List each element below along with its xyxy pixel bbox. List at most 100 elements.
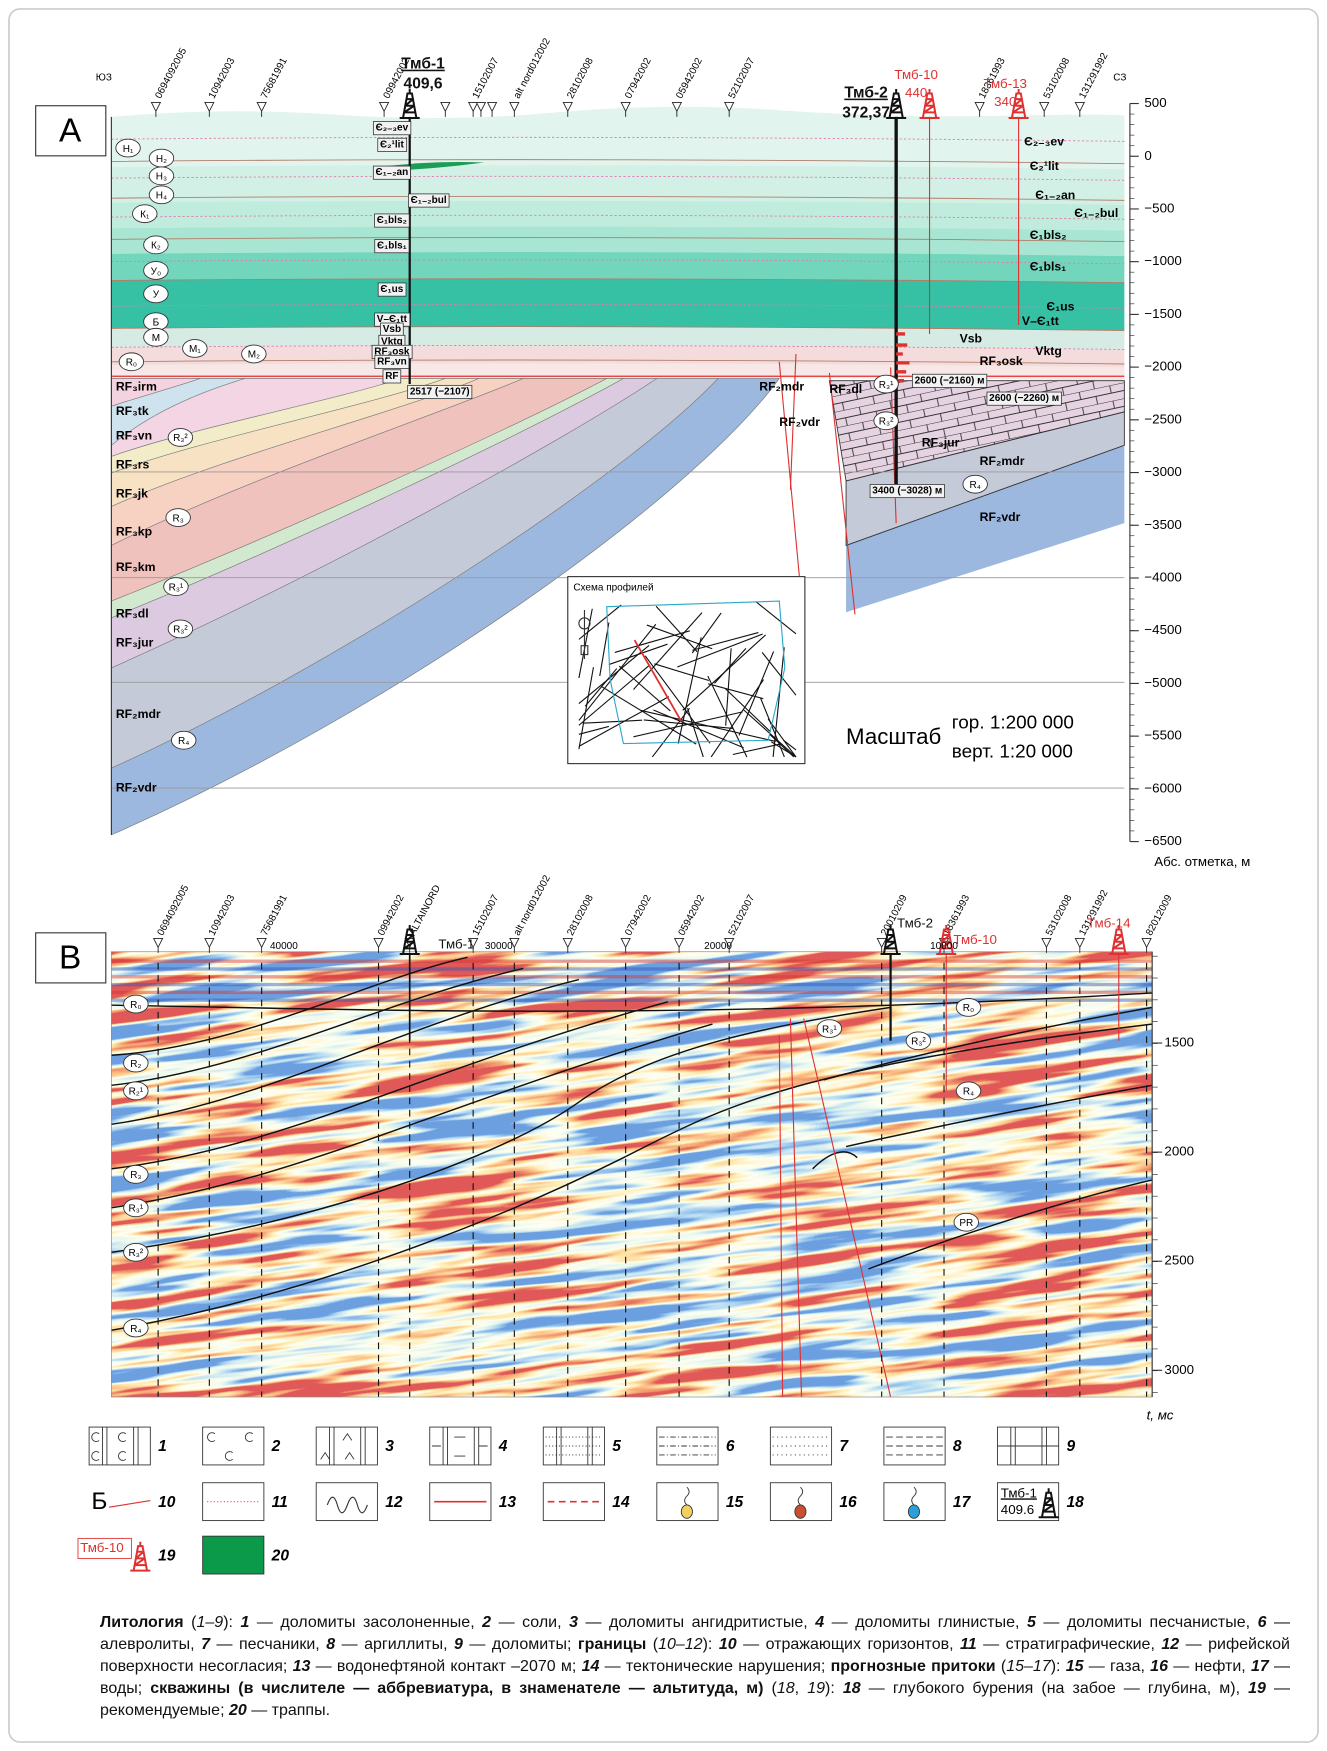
horizon-label: R₃¹ — [129, 1204, 144, 1215]
legend-number: 12 — [385, 1494, 403, 1511]
legend-number: 8 — [953, 1438, 962, 1455]
caption-run: 9 — [454, 1636, 463, 1653]
legend-box — [884, 1427, 945, 1465]
formation-label: RF₂mdr — [759, 380, 804, 394]
panel-label: B — [59, 939, 81, 976]
horizon-label: Н₄ — [156, 191, 167, 202]
seismic-band — [111, 991, 1152, 994]
caption-run: 18 — [843, 1680, 861, 1697]
formation-label: RF₃jur — [922, 435, 960, 449]
formation-label: RF₃jur — [116, 636, 154, 650]
caption-run: Литология — [100, 1614, 184, 1631]
caption-run: 10 — [719, 1636, 737, 1653]
caption-run: 18 — [777, 1680, 795, 1697]
formation-label: RF₂mdr — [116, 707, 161, 721]
legend-number: 11 — [272, 1494, 288, 1511]
well-altitude: 409,6 — [404, 76, 443, 93]
tick-label: 2000 — [1164, 1144, 1194, 1159]
depth-note: 3400 (−3028) м — [872, 486, 942, 497]
legend-number: 9 — [1066, 1438, 1075, 1455]
column-label: Є₂₋₃ev — [376, 123, 409, 134]
horizon-label: R₂¹ — [129, 1087, 144, 1098]
well-name: Тмб-2 — [844, 85, 888, 102]
well-name: Тмб-2 — [897, 915, 933, 930]
formation-label: Є₁₋₂an — [1035, 188, 1075, 202]
legend-box — [316, 1427, 377, 1465]
formation-label: RF₃vn — [116, 429, 152, 443]
column-label: RF — [385, 371, 398, 382]
legend-number: 1 — [158, 1438, 167, 1455]
column-label: Є₁₋₂bul — [411, 195, 447, 206]
tick-label: −6500 — [1144, 833, 1181, 848]
formation-label: Vsb — [960, 332, 982, 346]
tick-label: 0 — [1144, 148, 1151, 163]
caption-run: — доломиты песчанистые, — [1036, 1614, 1258, 1631]
horizon-label: К₂ — [151, 241, 161, 252]
formation-label: RF₂vdr — [779, 415, 820, 429]
caption-run: скважины (в числителе — аббревиатура, в … — [150, 1680, 763, 1697]
formation-label: RF₃dl — [829, 382, 862, 396]
caption-run: 12 — [1161, 1636, 1179, 1653]
horizon-label: У — [153, 290, 160, 301]
horizon-label: М₁ — [189, 344, 201, 355]
well-name: Тмб-13 — [983, 76, 1027, 91]
horizon-label: Н₃ — [156, 172, 167, 183]
horizon-label: R₀ — [130, 1000, 141, 1011]
scale-label: Масштаб — [846, 724, 941, 749]
caption-run: 19 — [1248, 1680, 1266, 1697]
page: 0694092005109420037568199109942002151020… — [0, 0, 1327, 1751]
horizon-label: Н₁ — [123, 144, 134, 155]
tick-label: −3000 — [1144, 464, 1181, 479]
caption-run: 20 — [229, 1702, 247, 1719]
tick-label: −4000 — [1144, 570, 1181, 585]
legend-pattern — [795, 1505, 806, 1518]
caption-run: 10–12 — [658, 1636, 703, 1653]
figure: 0694092005109420037568199109942002151020… — [0, 0, 1327, 1751]
formation-label: RF₃rs — [116, 458, 150, 472]
horizon-label: R₃¹ — [822, 1024, 837, 1035]
legend-number: 13 — [499, 1494, 517, 1511]
tick-label: −500 — [1144, 200, 1174, 215]
horizon-label: Н₂ — [156, 154, 167, 165]
legend-number: 3 — [385, 1438, 394, 1455]
formation-label: RF₃jk — [116, 486, 148, 500]
formation-label: RF₃osk — [980, 354, 1023, 368]
well-name: Тмб-10 — [953, 932, 997, 947]
column-label: Vsb — [383, 324, 401, 335]
horizon-label: R₃¹ — [879, 380, 894, 391]
legend-number: 10 — [158, 1494, 176, 1511]
caption-run: ( — [996, 1658, 1007, 1675]
formation-label: Є₁bls₂ — [1030, 228, 1067, 242]
formation-label: Є₂₋₃ev — [1024, 135, 1064, 149]
horizon-label: R₃² — [129, 1248, 144, 1259]
formation-label: RF₃irm — [116, 380, 157, 394]
caption-run: — газа, — [1084, 1658, 1151, 1675]
direction: ЮЗ — [96, 73, 112, 84]
horizon-label: R₃¹ — [169, 582, 184, 593]
legend-number: 20 — [271, 1547, 290, 1564]
caption-run: 11 — [960, 1636, 977, 1653]
horizon-label: R₃² — [879, 417, 894, 428]
panel-label: A — [59, 112, 82, 149]
horizon-label: R₂ — [130, 1059, 141, 1070]
formation-label: Є₁bls₁ — [1030, 259, 1067, 273]
caption-run: — песчаники, — [210, 1636, 326, 1653]
caption-run: 8 — [326, 1636, 335, 1653]
horizon-label: R₃² — [911, 1037, 926, 1048]
caption-run: — аргиллиты, — [335, 1636, 454, 1653]
horizon-label: R₄ — [130, 1324, 141, 1335]
legend-pattern — [681, 1505, 692, 1518]
caption-run: — нефти, — [1168, 1658, 1251, 1675]
horizon-label: R₄ — [963, 1087, 974, 1098]
formation-label: RF₃dl — [116, 607, 149, 621]
well-name: Тмб-14 — [1087, 915, 1131, 930]
caption-run: ( — [763, 1680, 776, 1697]
distance-label: 30000 — [485, 941, 513, 952]
caption-run: — отражающих горизонтов, — [737, 1636, 960, 1653]
seismic-band — [111, 983, 1152, 986]
horizon-label: К₁ — [140, 209, 150, 220]
caption-run: — траппы. — [247, 1702, 330, 1719]
formation-label: RF₂mdr — [980, 454, 1025, 468]
caption-run: — глубокого бурения (на забое — глубина,… — [861, 1680, 1248, 1697]
scale-value: верт. 1:20 000 — [952, 741, 1073, 762]
